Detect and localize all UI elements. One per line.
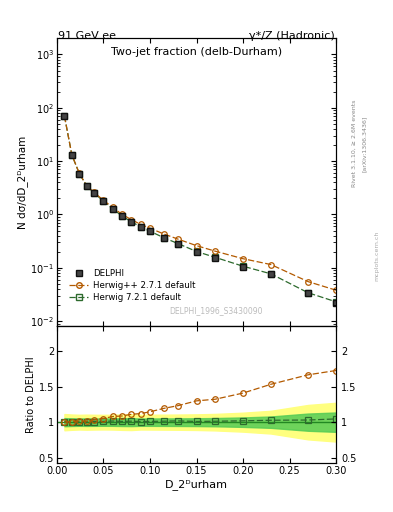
Text: Two-jet fraction (delb-Durham): Two-jet fraction (delb-Durham) xyxy=(111,47,282,57)
Text: 91 GeV ee: 91 GeV ee xyxy=(58,31,116,41)
Text: [arXiv:1306.3436]: [arXiv:1306.3436] xyxy=(362,115,367,172)
Y-axis label: Ratio to DELPHI: Ratio to DELPHI xyxy=(26,356,36,433)
Text: Rivet 3.1.10, ≥ 2.6M events: Rivet 3.1.10, ≥ 2.6M events xyxy=(352,100,357,187)
Y-axis label: N dσ/dD_2ᴰurham: N dσ/dD_2ᴰurham xyxy=(17,136,28,229)
X-axis label: D_2ᴰurham: D_2ᴰurham xyxy=(165,479,228,490)
Text: mcplots.cern.ch: mcplots.cern.ch xyxy=(375,231,380,281)
Legend: DELPHI, Herwig++ 2.7.1 default, Herwig 7.2.1 default: DELPHI, Herwig++ 2.7.1 default, Herwig 7… xyxy=(67,267,198,305)
Text: γ*/Z (Hadronic): γ*/Z (Hadronic) xyxy=(249,31,335,41)
Text: DELPHI_1996_S3430090: DELPHI_1996_S3430090 xyxy=(169,306,263,315)
